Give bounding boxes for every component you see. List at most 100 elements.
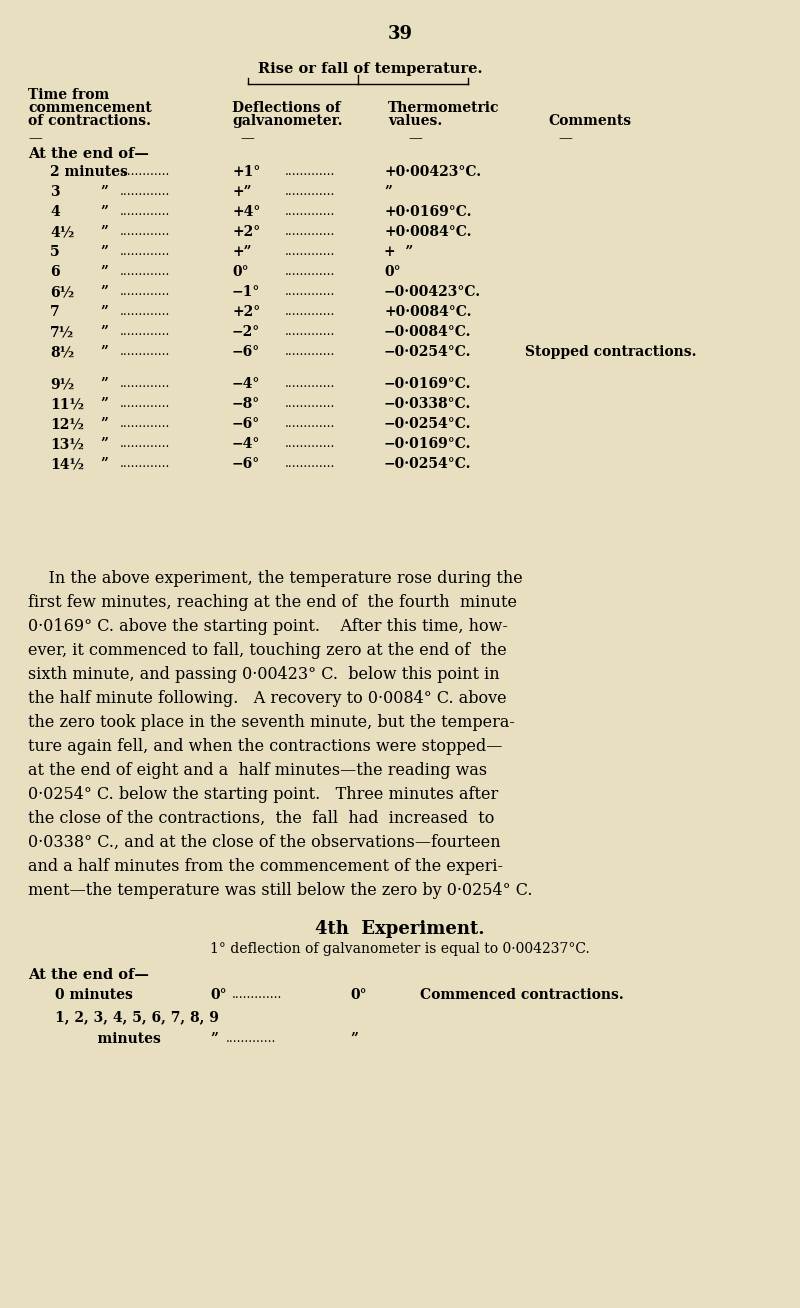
Text: .............: .............	[120, 245, 170, 258]
Text: 14½: 14½	[50, 456, 84, 471]
Text: .............: .............	[120, 456, 170, 470]
Text: +1°: +1°	[232, 165, 260, 179]
Text: ”: ”	[384, 184, 392, 199]
Text: .............: .............	[120, 205, 170, 218]
Text: .............: .............	[120, 377, 170, 390]
Text: —: —	[28, 131, 42, 145]
Text: −0·0084°C.: −0·0084°C.	[384, 324, 471, 339]
Text: first few minutes, reaching at the end of  the fourth  minute: first few minutes, reaching at the end o…	[28, 594, 517, 611]
Text: .............: .............	[285, 245, 335, 258]
Text: .............: .............	[120, 285, 170, 298]
Text: +2°: +2°	[232, 305, 260, 319]
Text: 0°: 0°	[232, 266, 249, 279]
Text: 0·0254° C. below the starting point.   Three minutes after: 0·0254° C. below the starting point. Thr…	[28, 786, 498, 803]
Text: −4°: −4°	[232, 437, 260, 451]
Text: Stopped contractions.: Stopped contractions.	[525, 345, 697, 358]
Text: −0·0169°C.: −0·0169°C.	[384, 437, 471, 451]
Text: .............: .............	[285, 437, 335, 450]
Text: commencement: commencement	[28, 101, 152, 115]
Text: .............: .............	[120, 225, 170, 238]
Text: 6: 6	[50, 266, 60, 279]
Text: .............: .............	[285, 165, 335, 178]
Text: ”: ”	[100, 417, 108, 432]
Text: 9½: 9½	[50, 377, 74, 391]
Text: .............: .............	[285, 324, 335, 337]
Text: ”: ”	[100, 205, 108, 218]
Text: −2°: −2°	[232, 324, 260, 339]
Text: 39: 39	[387, 25, 413, 43]
Text: 13½: 13½	[50, 437, 84, 451]
Text: Comments: Comments	[548, 114, 631, 128]
Text: Thermometric: Thermometric	[388, 101, 499, 115]
Text: .............: .............	[285, 225, 335, 238]
Text: +”: +”	[232, 184, 251, 199]
Text: values.: values.	[388, 114, 442, 128]
Text: −1°: −1°	[232, 285, 260, 300]
Text: 8½: 8½	[50, 345, 74, 358]
Text: ”: ”	[100, 398, 108, 411]
Text: +2°: +2°	[232, 225, 260, 239]
Text: ever, it commenced to fall, touching zero at the end of  the: ever, it commenced to fall, touching zer…	[28, 642, 506, 659]
Text: −0·0254°C.: −0·0254°C.	[384, 345, 471, 358]
Text: Commenced contractions.: Commenced contractions.	[420, 988, 624, 1002]
Text: +  ”: + ”	[384, 245, 414, 259]
Text: ”: ”	[100, 184, 108, 199]
Text: 6½: 6½	[50, 285, 74, 300]
Text: .............: .............	[120, 417, 170, 430]
Text: .............: .............	[285, 205, 335, 218]
Text: —: —	[240, 131, 254, 145]
Text: ture again fell, and when the contractions were stopped—: ture again fell, and when the contractio…	[28, 738, 502, 755]
Text: —: —	[408, 131, 422, 145]
Text: −8°: −8°	[232, 398, 260, 411]
Text: 0 minutes: 0 minutes	[55, 988, 133, 1002]
Text: At the end of—: At the end of—	[28, 968, 149, 982]
Text: .............: .............	[285, 285, 335, 298]
Text: 0°: 0°	[350, 988, 366, 1002]
Text: 3: 3	[50, 184, 60, 199]
Text: ”: ”	[100, 245, 108, 259]
Text: 1° deflection of galvanometer is equal to 0·004237°C.: 1° deflection of galvanometer is equal t…	[210, 942, 590, 956]
Text: 5: 5	[50, 245, 60, 259]
Text: ”: ”	[100, 324, 108, 339]
Text: 0·0169° C. above the starting point.    After this time, how-: 0·0169° C. above the starting point. Aft…	[28, 617, 508, 634]
Text: and a half minutes from the commencement of the experi-: and a half minutes from the commencement…	[28, 858, 503, 875]
Text: Rise or fall of temperature.: Rise or fall of temperature.	[258, 61, 482, 76]
Text: 1, 2, 3, 4, 5, 6, 7, 8, 9: 1, 2, 3, 4, 5, 6, 7, 8, 9	[55, 1010, 219, 1024]
Text: galvanometer.: galvanometer.	[232, 114, 342, 128]
Text: 0°: 0°	[210, 988, 226, 1002]
Text: −0·0338°C.: −0·0338°C.	[384, 398, 471, 411]
Text: .............: .............	[120, 266, 170, 279]
Text: +0·00423°C.: +0·00423°C.	[384, 165, 481, 179]
Text: In the above experiment, the temperature rose during the: In the above experiment, the temperature…	[28, 570, 522, 587]
Text: .............: .............	[120, 345, 170, 358]
Text: ”: ”	[350, 1032, 358, 1046]
Text: .............: .............	[285, 345, 335, 358]
Text: .............: .............	[120, 184, 170, 198]
Text: 0°: 0°	[384, 266, 401, 279]
Text: ”: ”	[100, 456, 108, 471]
Text: 4½: 4½	[50, 225, 74, 239]
Text: −6°: −6°	[232, 345, 260, 358]
Text: .............: .............	[285, 266, 335, 279]
Text: 2 minutes: 2 minutes	[50, 165, 128, 179]
Text: .............: .............	[232, 988, 282, 1001]
Text: At the end of—: At the end of—	[28, 146, 149, 161]
Text: the zero took place in the seventh minute, but the tempera-: the zero took place in the seventh minut…	[28, 714, 515, 731]
Text: 7½: 7½	[50, 324, 74, 339]
Text: ”: ”	[100, 285, 108, 300]
Text: .............: .............	[285, 417, 335, 430]
Text: Deflections of: Deflections of	[232, 101, 341, 115]
Text: .............: .............	[120, 305, 170, 318]
Text: .............: .............	[285, 184, 335, 198]
Text: .............: .............	[120, 165, 170, 178]
Text: .............: .............	[285, 398, 335, 409]
Text: −0·00423°C.: −0·00423°C.	[384, 285, 481, 300]
Text: +0·0169°C.: +0·0169°C.	[384, 205, 471, 218]
Text: −0·0254°C.: −0·0254°C.	[384, 456, 471, 471]
Text: 11½: 11½	[50, 398, 84, 411]
Text: −0·0254°C.: −0·0254°C.	[384, 417, 471, 432]
Text: of contractions.: of contractions.	[28, 114, 151, 128]
Text: ”: ”	[100, 225, 108, 239]
Text: ”: ”	[100, 266, 108, 279]
Text: the half minute following.   A recovery to 0·0084° C. above: the half minute following. A recovery to…	[28, 691, 506, 708]
